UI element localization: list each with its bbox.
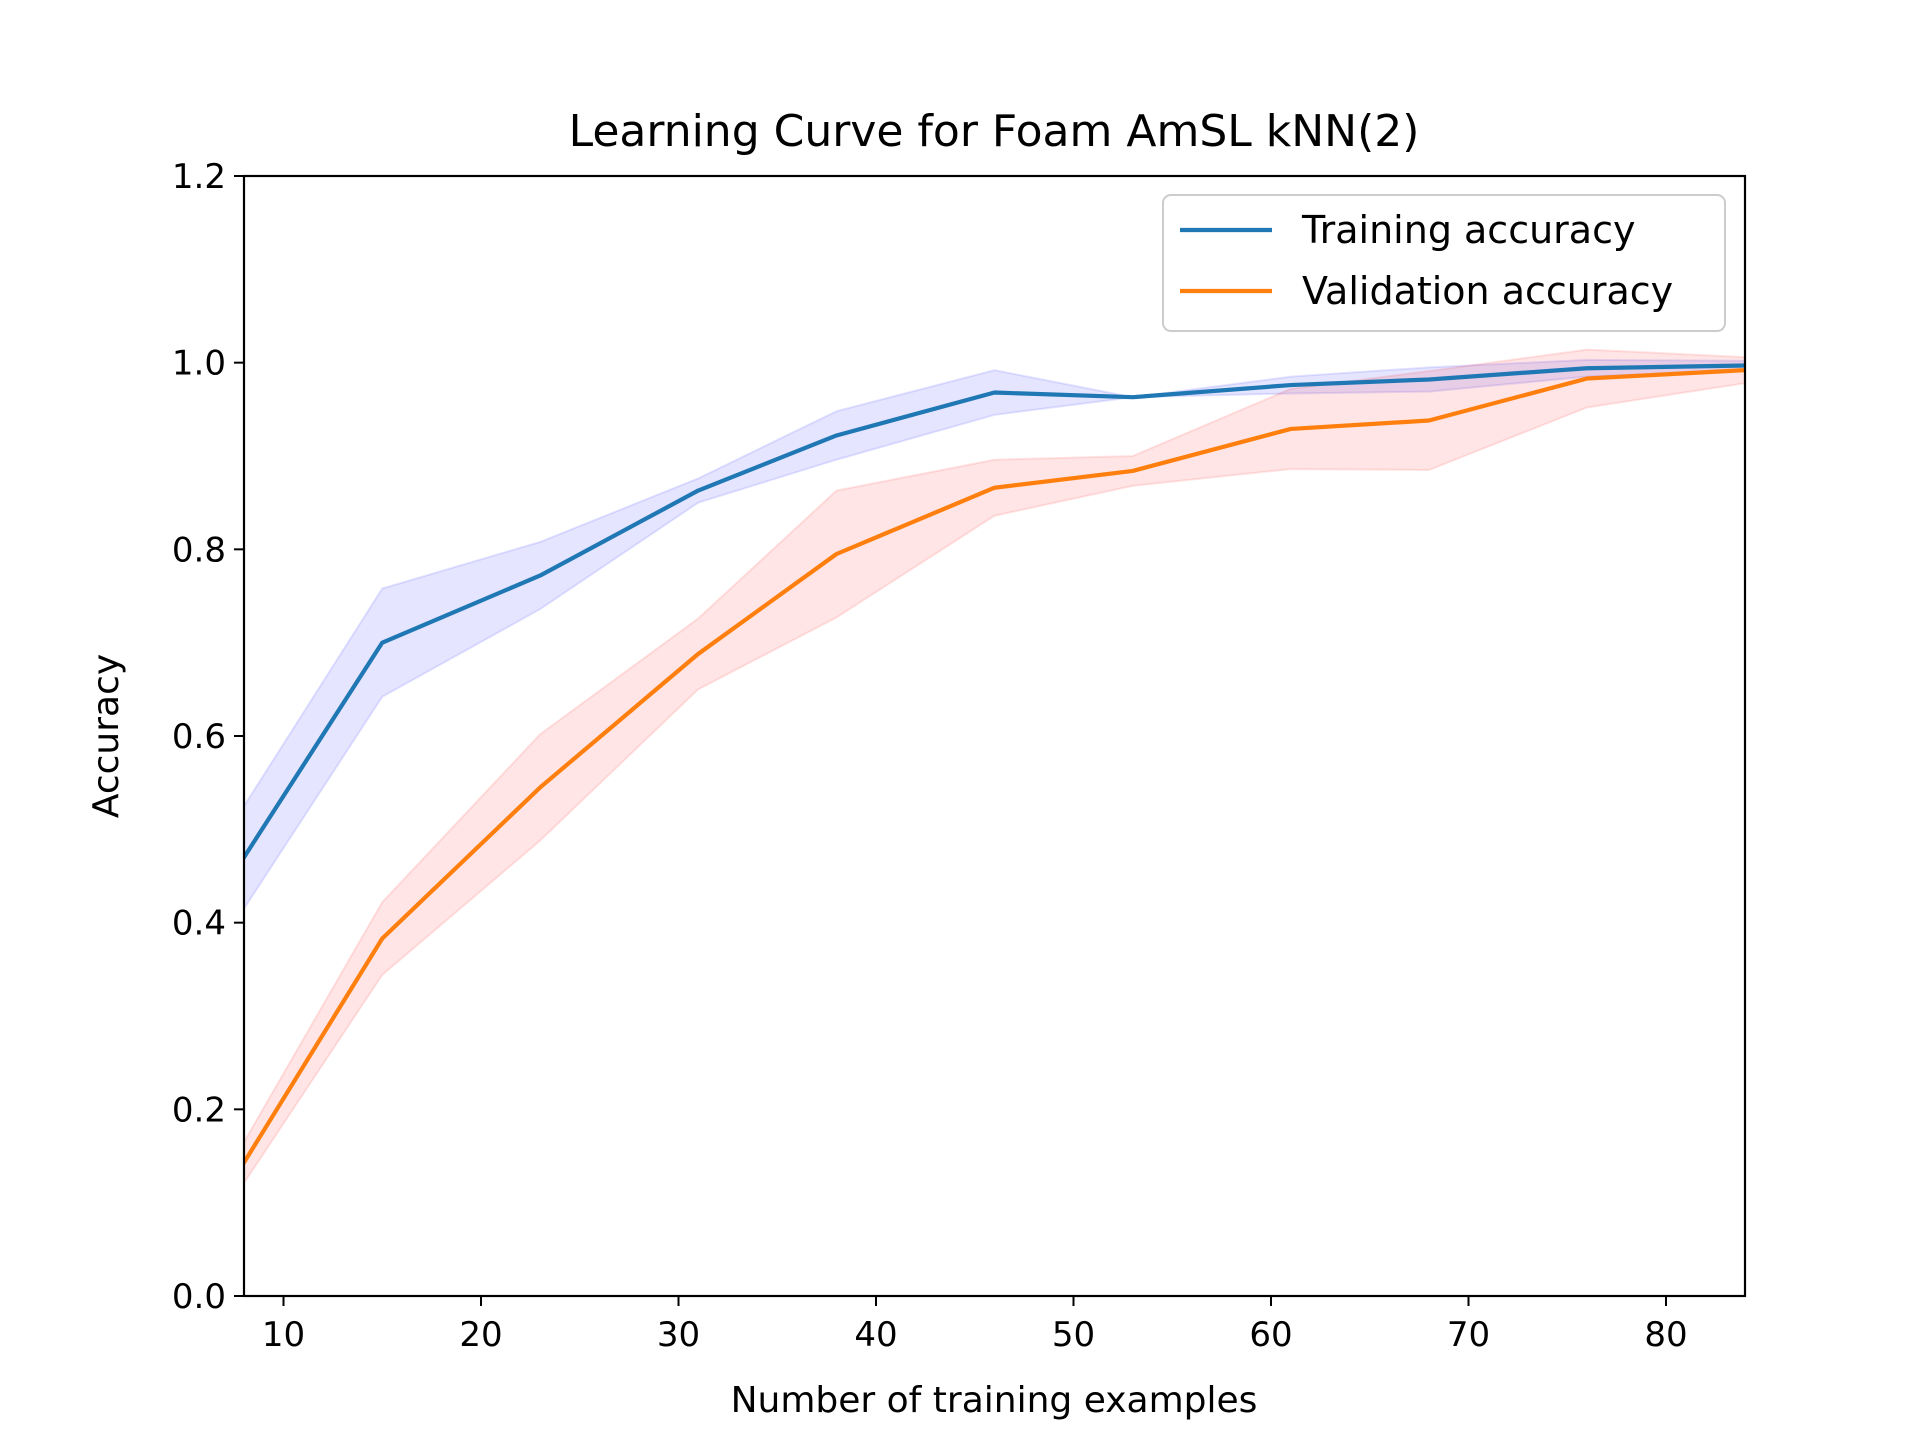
y-axis-title: Accuracy [86,654,127,818]
x-tick-label: 20 [459,1315,502,1355]
series-1-line [244,368,1745,1166]
x-tick-label: 60 [1249,1315,1292,1355]
y-tick-label: 0.2 [172,1090,226,1130]
x-axis-title: Number of training examples [731,1380,1258,1421]
x-tick-label: 80 [1644,1315,1687,1355]
legend-label-1: Validation accuracy [1302,269,1673,313]
series-0-line [244,363,1745,861]
y-tick-label: 0.8 [172,530,226,570]
chart-legend: Training accuracy Validation accuracy [1162,194,1726,332]
y-tick-label: 0.0 [172,1277,226,1317]
y-tick-label: 0.6 [172,717,226,757]
plot-area: 10 20 30 40 50 60 70 80 0.0 0.2 0.4 0.6 0.8 1.0 1.2 [172,157,1747,1355]
x-tick-label: 50 [1052,1315,1095,1355]
x-tick-label: 70 [1447,1315,1490,1355]
series-0-confidence-band [244,358,1745,911]
y-tick-label: 0.4 [172,904,226,944]
legend-label-0: Training accuracy [1301,208,1635,252]
y-tick-label: 1.2 [172,157,226,197]
plot-clip-group [244,348,1745,1185]
chart-title: Learning Curve for Foam AmSL kNN(2) [569,106,1420,157]
y-tick-label: 1.0 [172,344,226,384]
x-tick-label: 40 [854,1315,897,1355]
legend-box [1162,194,1726,332]
x-tick-label: 10 [262,1315,305,1355]
x-tick-label: 30 [657,1315,700,1355]
series-1-confidence-band [244,348,1745,1185]
